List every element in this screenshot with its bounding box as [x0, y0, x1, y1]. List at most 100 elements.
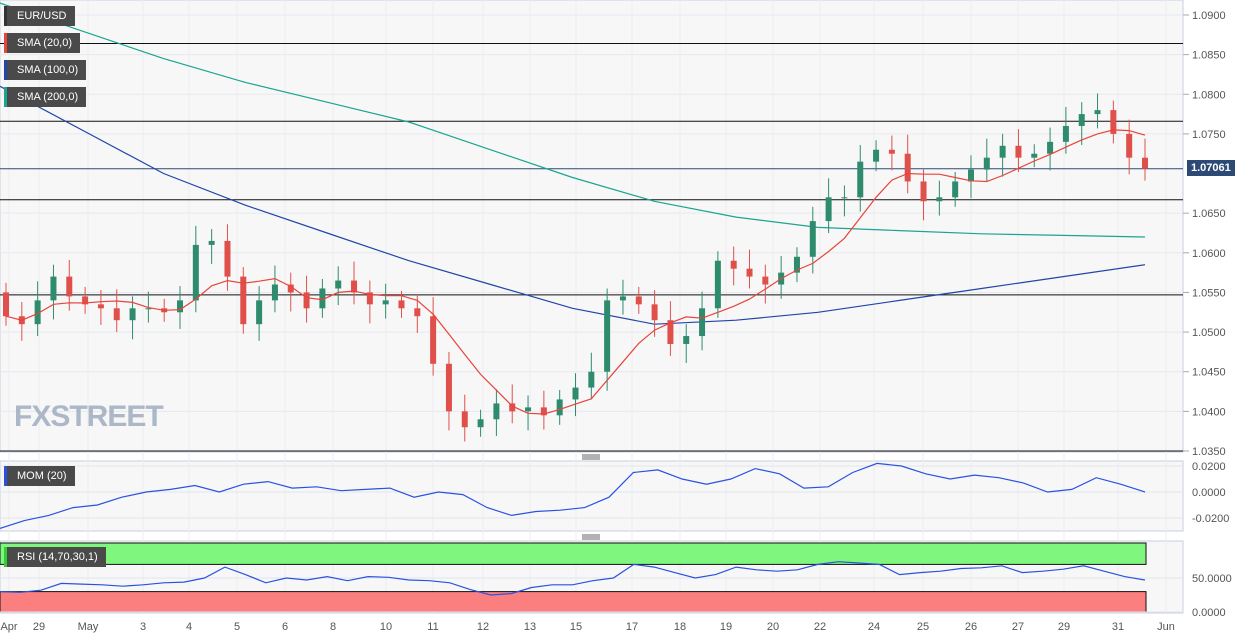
candle-up: [271, 284, 278, 301]
x-tick-label: 19: [720, 621, 732, 633]
candle-down: [430, 316, 437, 364]
candle-up: [841, 197, 848, 199]
candle-up: [525, 407, 532, 412]
x-tick-label: 6: [282, 621, 288, 633]
candle-down: [398, 300, 405, 309]
mom-line: [0, 462, 1146, 529]
x-tick-label: 29: [33, 621, 45, 633]
x-tick-label: 29: [1058, 621, 1070, 633]
candle-down: [635, 296, 642, 305]
candle-down: [240, 276, 247, 325]
y-tick-label: 1.0400: [1192, 406, 1226, 418]
candle-up: [999, 145, 1006, 158]
candle-up: [319, 288, 326, 309]
legend-symbol[interactable]: EUR/USD: [4, 6, 75, 26]
candle-down: [540, 407, 547, 416]
candle-down: [66, 276, 73, 297]
candle-down: [351, 280, 358, 293]
y-tick-label: 1.0350: [1192, 446, 1226, 458]
candle-down: [920, 181, 927, 202]
candle-down: [1142, 157, 1148, 169]
candle-up: [683, 336, 690, 344]
candle-down: [1126, 133, 1133, 158]
candle-up: [714, 260, 721, 309]
candle-down: [888, 149, 895, 154]
candle-down: [1015, 145, 1022, 158]
candle-up: [177, 300, 184, 313]
x-tick-label: 12: [477, 621, 489, 633]
candle-down: [730, 260, 737, 269]
candle-up: [208, 240, 215, 245]
candle-down: [303, 292, 310, 309]
y-tick-label: 1.0800: [1192, 89, 1226, 101]
mom-tick-label: -0.0200: [1192, 513, 1229, 525]
legend-sma20[interactable]: SMA (20,0): [4, 33, 81, 53]
x-tick-label: Apr: [0, 621, 17, 633]
rsi-oversold-zone: [0, 591, 1147, 613]
candle-down: [1110, 110, 1117, 134]
x-tick-label: 25: [917, 621, 929, 633]
x-tick-label: 8: [330, 621, 336, 633]
y-tick-label: 1.0600: [1192, 248, 1226, 260]
sma20-line: [5, 129, 1146, 415]
x-tick-label: May: [78, 621, 99, 633]
x-tick-label: 27: [1012, 621, 1024, 633]
candle-down: [113, 308, 120, 321]
candle-up: [1047, 141, 1054, 154]
candle-up: [1031, 153, 1038, 158]
x-tick-label: 20: [767, 621, 779, 633]
candle-up: [256, 300, 263, 325]
candle-up: [793, 256, 800, 273]
candle-up: [1078, 114, 1085, 126]
x-tick-label: 24: [868, 621, 880, 633]
x-tick-label: 18: [674, 621, 686, 633]
candle-down: [509, 403, 516, 412]
mom-panel: [0, 460, 1184, 532]
candle-up: [857, 161, 864, 198]
x-tick-label: 22: [814, 621, 826, 633]
y-tick-label: 1.0550: [1192, 287, 1226, 299]
candle-up: [604, 300, 611, 372]
x-tick-label: 10: [380, 621, 392, 633]
candle-down: [762, 276, 769, 285]
legend-rsi[interactable]: RSI (14,70,30,1): [4, 547, 106, 567]
y-tick-label: 1.0850: [1192, 50, 1226, 62]
candle-up: [50, 276, 57, 301]
legend-sma200[interactable]: SMA (200,0): [4, 87, 87, 107]
candle-up: [1094, 110, 1101, 115]
candle-up: [699, 308, 706, 337]
candle-up: [952, 181, 959, 198]
candle-down: [224, 240, 231, 277]
candle-up: [572, 387, 579, 400]
candle-down: [287, 284, 294, 293]
candle-up: [873, 149, 880, 162]
y-tick-label: 1.0650: [1192, 208, 1226, 220]
rsi-tick-label: 50.0000: [1192, 573, 1232, 585]
x-tick-label: 15: [570, 621, 582, 633]
candle-down: [651, 304, 658, 321]
candle-down: [3, 292, 9, 317]
candle-up: [936, 197, 943, 202]
candle-up: [619, 296, 626, 301]
legend-sma100[interactable]: SMA (100,0): [4, 60, 87, 80]
y-tick-label: 1.0500: [1192, 327, 1226, 339]
candle-up: [335, 280, 342, 289]
candle-up: [556, 399, 563, 416]
candle-up: [192, 244, 199, 301]
candle-down: [414, 308, 421, 317]
candle-down: [667, 320, 674, 344]
x-tick-label: 5: [234, 621, 240, 633]
candle-down: [366, 292, 373, 305]
legend-mom[interactable]: MOM (20): [4, 466, 75, 486]
sma100-line: [0, 85, 1146, 325]
mom-tick-label: 0.0000: [1192, 487, 1226, 499]
candle-up: [129, 308, 136, 321]
candle-up: [34, 300, 41, 325]
watermark-logo: FXSTREET: [14, 400, 164, 433]
y-tick-label: 1.0450: [1192, 367, 1226, 379]
rsi-tick-label: 0.0000: [1192, 607, 1226, 619]
candle-up: [145, 308, 152, 310]
sma200-line: [0, 2, 1146, 238]
candle-down: [97, 304, 104, 309]
